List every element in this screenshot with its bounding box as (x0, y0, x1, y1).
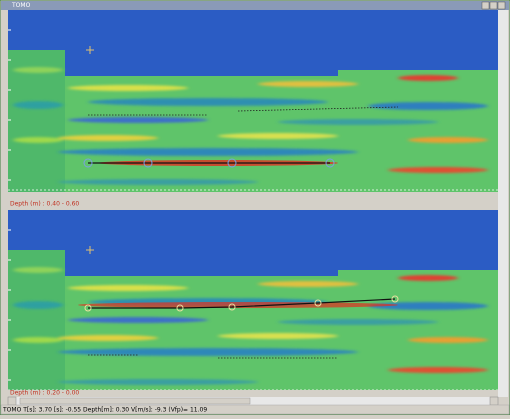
depth-label: Depth (m) : 0.20 - 0.00 (10, 390, 79, 397)
close-button[interactable] (498, 2, 505, 9)
window-buttons[interactable] (482, 2, 505, 9)
vertical-scrollbar[interactable] (498, 10, 508, 397)
depth-label: Depth (m) : 0.40 - 0.60 (10, 201, 79, 208)
scroll-thumb[interactable] (20, 398, 250, 404)
tomo-window: TOMO Depth (m) : 0.40 - 0.60 Depth (m) :… (0, 0, 510, 415)
label-bar (8, 199, 498, 209)
radargram-panel (8, 10, 498, 192)
radargram-panel (8, 210, 498, 392)
maximize-button[interactable] (490, 2, 497, 9)
minimize-button[interactable] (482, 2, 489, 9)
label-bar (8, 390, 498, 396)
title-bar (1, 1, 509, 10)
status-text: TOMO T[s]: 3.70 [s]: -0.55 Depth[m]: 0.3… (2, 407, 207, 414)
scroll-right-button[interactable] (490, 397, 498, 405)
scroll-left-button[interactable] (8, 397, 16, 405)
window-title: TOMO (11, 2, 31, 9)
